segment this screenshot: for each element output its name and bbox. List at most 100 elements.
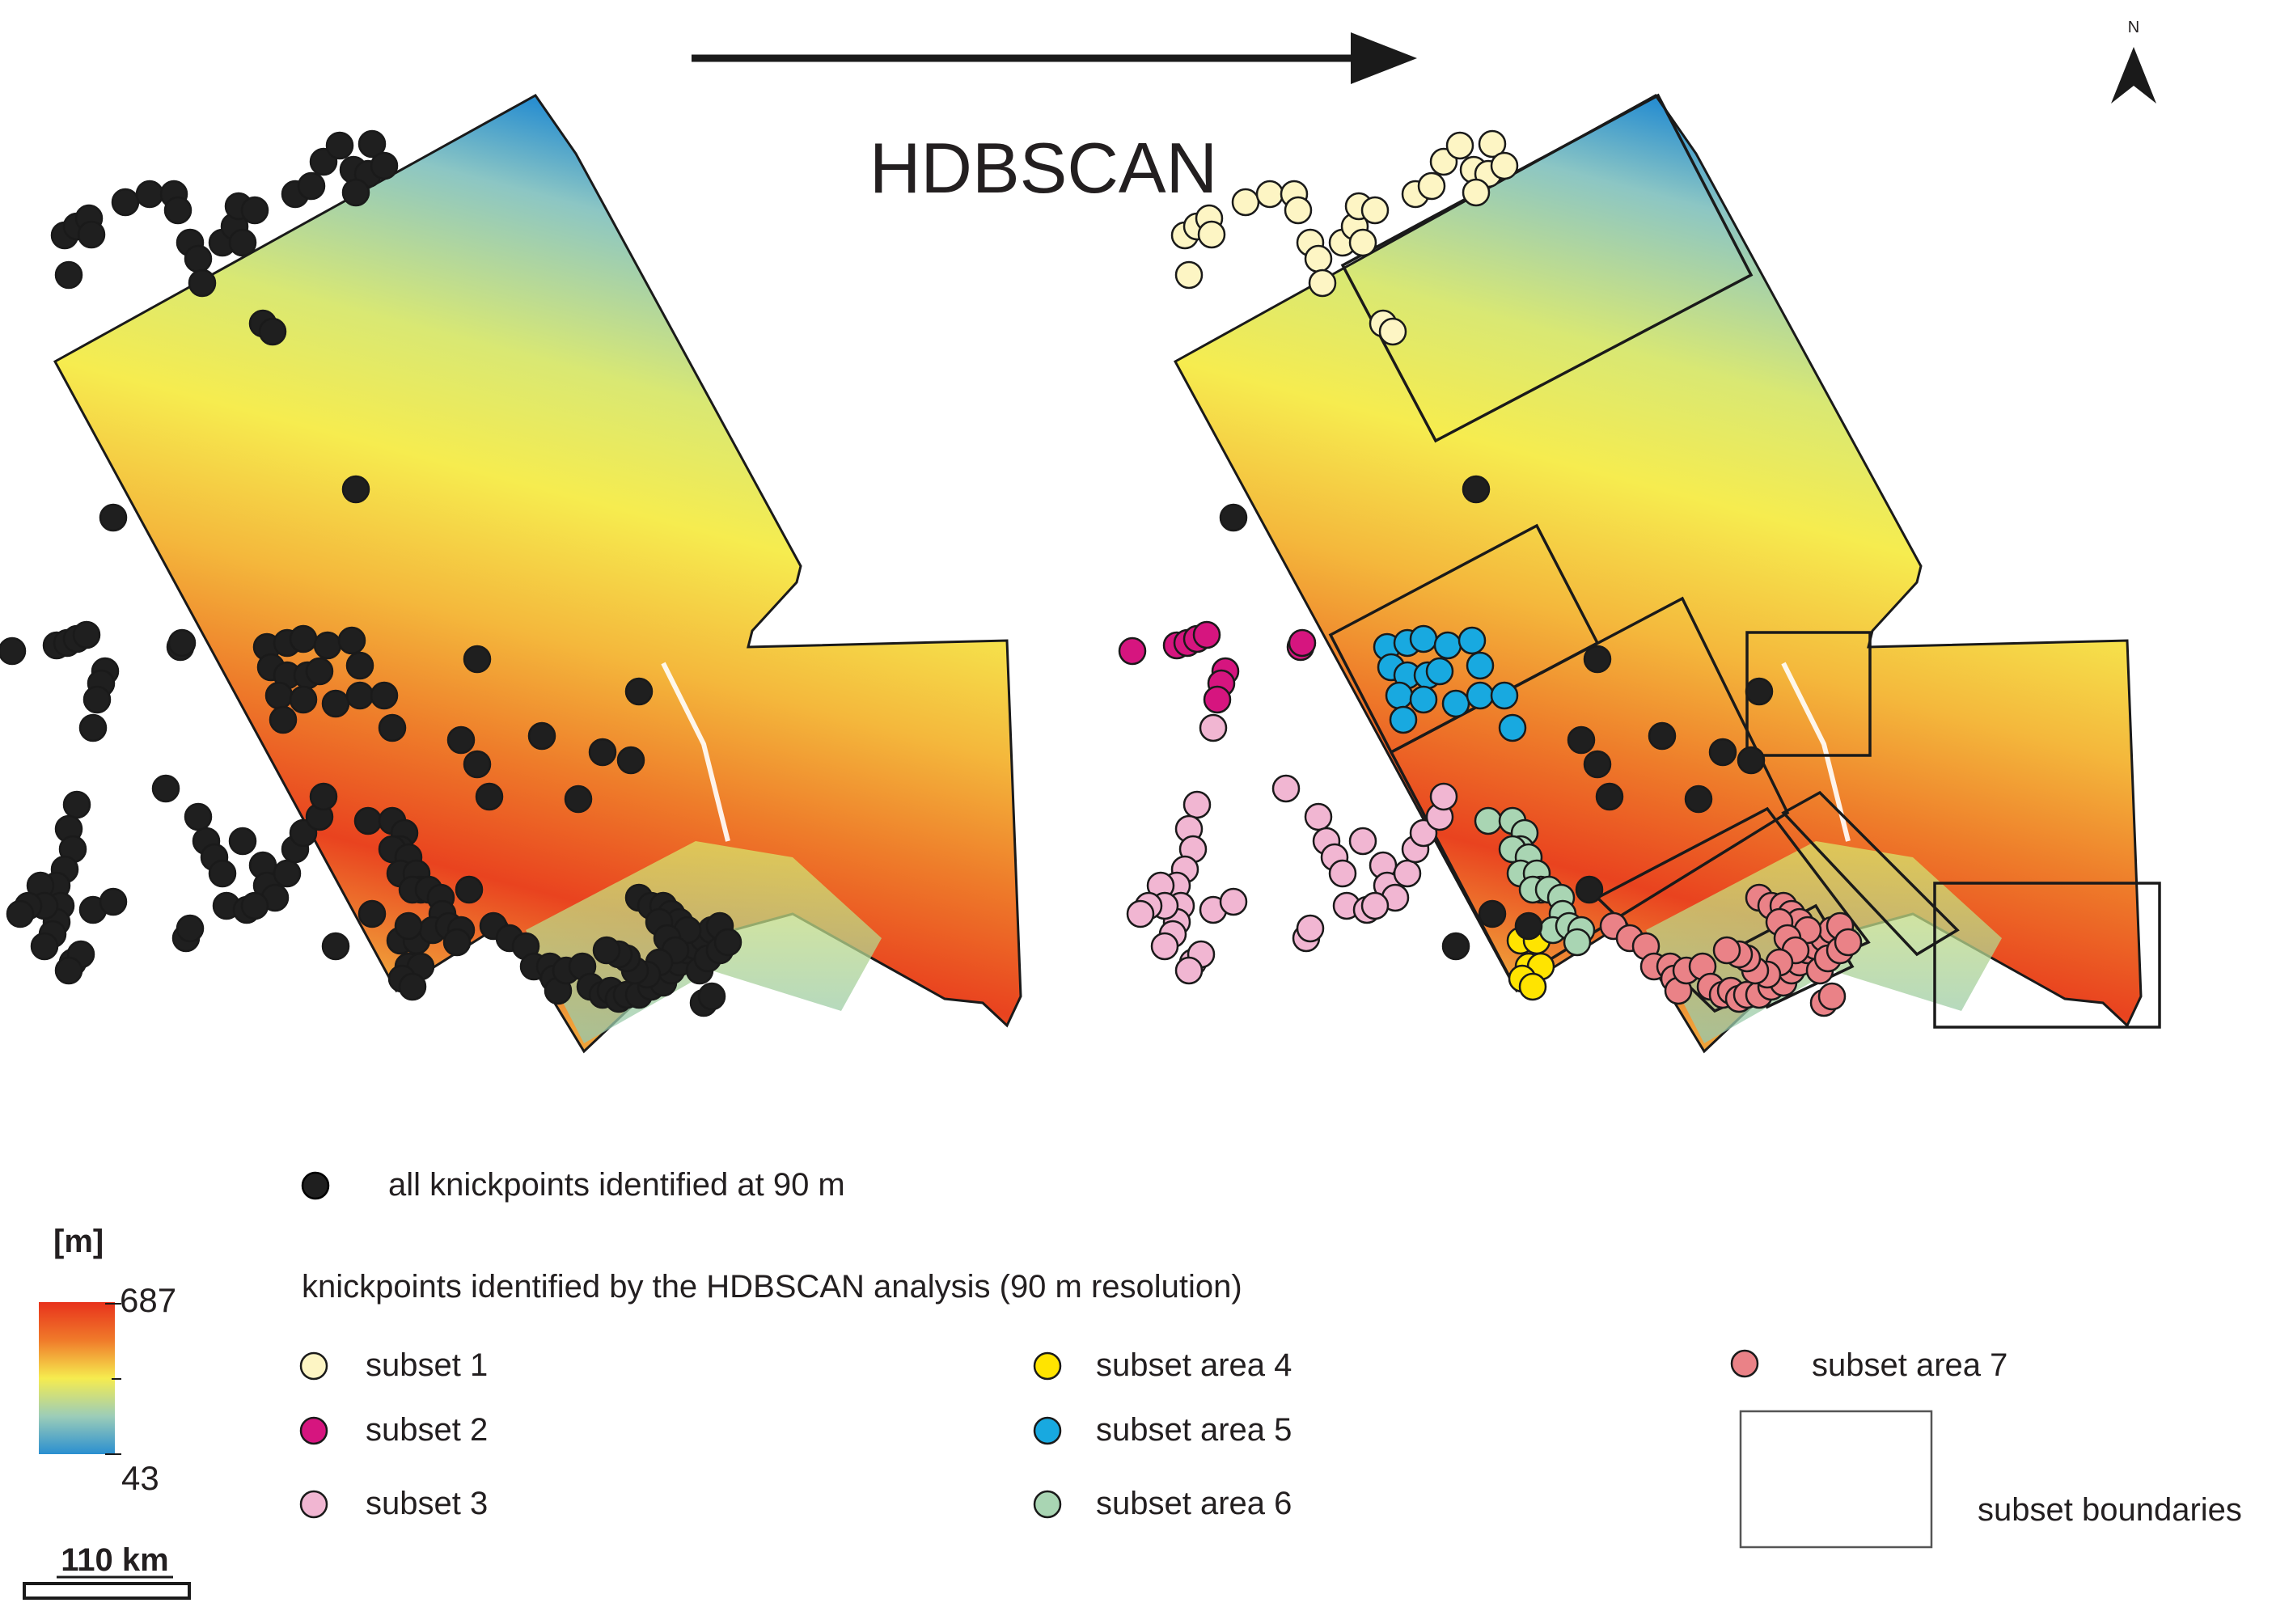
knickpoint-all — [188, 269, 217, 298]
river-right — [1781, 662, 1851, 842]
knickpoint-subset-2 — [1192, 620, 1221, 649]
knickpoint-all — [30, 932, 59, 961]
knickpoint-subset-3 — [1328, 859, 1357, 888]
knickpoint-all — [446, 725, 476, 755]
knickpoint-unclustered — [1684, 785, 1713, 814]
knickpoint-subset-3 — [1348, 827, 1377, 856]
knickpoint-all — [297, 171, 326, 201]
knickpoint-all — [289, 624, 318, 653]
knickpoint-subset-3 — [1271, 774, 1301, 803]
knickpoint-subset-2 — [1203, 685, 1232, 714]
knickpoint-all — [176, 914, 205, 943]
knickpoint-all — [564, 785, 593, 814]
knickpoint-all — [398, 972, 427, 1001]
knickpoint-all — [353, 806, 383, 835]
knickpoint-all — [616, 746, 645, 775]
knickpoint-all — [111, 188, 140, 217]
scale-bar-label: 110 km — [61, 1542, 168, 1578]
knickpoint-all — [240, 196, 269, 225]
knickpoint-subset-1 — [1255, 180, 1284, 209]
symbol-legend: all knickpoints identified at 90 m knick… — [299, 1167, 2242, 1549]
knickpoint-all — [228, 827, 257, 856]
knickpoint-all — [588, 738, 617, 767]
knickpoint-unclustered — [1462, 475, 1491, 504]
legend-label-subset-7: subset area 7 — [1812, 1347, 2007, 1383]
river-left — [661, 662, 730, 842]
knickpoint-all — [309, 782, 338, 811]
knickpoint-subset-1 — [1462, 178, 1491, 207]
knickpoint-subset-5 — [1441, 689, 1470, 718]
knickpoint-subset-1 — [1360, 196, 1390, 225]
knickpoint-subset-1 — [1478, 129, 1507, 159]
boundary-subset-1 — [1340, 93, 1754, 443]
study-area-left — [53, 94, 1022, 1054]
knickpoint-subset-1 — [1231, 188, 1260, 217]
legend-label-all-knickpoints: all knickpoints identified at 90 m — [388, 1167, 845, 1203]
knickpoint-all — [269, 705, 298, 734]
knickpoint-unclustered — [1745, 677, 1774, 706]
knickpoint-all — [475, 782, 504, 811]
legend-label-subset-1: subset 1 — [366, 1347, 488, 1383]
legend-swatch-subset-4 — [1033, 1351, 1062, 1381]
boundary-subset-7 — [1933, 882, 2161, 1029]
knickpoint-subset-1 — [1308, 269, 1337, 298]
knickpoint-all — [167, 628, 197, 658]
knickpoint-subset-5 — [1490, 681, 1519, 710]
knickpoint-subset-1 — [1174, 260, 1204, 290]
knickpoint-unclustered — [1583, 750, 1612, 779]
knickpoint-all — [72, 620, 101, 649]
knickpoint-all — [463, 750, 492, 779]
knickpoint-subset-5 — [1498, 713, 1527, 742]
hdbscan-arrow — [692, 32, 1417, 84]
knickpoint-all — [345, 651, 374, 680]
elevation-unit: [m] — [53, 1224, 104, 1259]
arrow-head — [1351, 32, 1417, 84]
left-elevation-map — [0, 94, 1022, 1054]
right-elevation-map — [1118, 93, 2161, 1054]
knickpoint-subset-5 — [1466, 681, 1495, 710]
knickpoint-unclustered — [1708, 738, 1737, 767]
legend-swatch-subset-6 — [1033, 1490, 1062, 1519]
north-arrow-right-half — [2134, 47, 2156, 104]
knickpoint-subset-5 — [1409, 624, 1438, 653]
knickpoint-subset-5 — [1457, 626, 1487, 655]
knickpoint-all — [345, 681, 374, 710]
knickpoint-all — [54, 260, 83, 290]
knickpoint-subset-1 — [1445, 131, 1474, 160]
knickpoint-unclustered — [1514, 911, 1543, 941]
knickpoint-subset-3 — [1174, 956, 1204, 985]
knickpoint-all — [77, 220, 106, 249]
knickpoint-subset-3 — [1199, 713, 1228, 742]
knickpoint-subset-3 — [1182, 790, 1212, 819]
knickpoint-subset-5 — [1425, 657, 1454, 686]
knickpoint-unclustered — [1583, 645, 1612, 674]
knickpoint-all — [305, 657, 334, 686]
knickpoint-all — [313, 631, 342, 660]
legend-heading-hdbscan: knickpoints identified by the HDBSCAN an… — [302, 1269, 1242, 1305]
knickpoint-unclustered — [1567, 725, 1596, 755]
knickpoint-all — [184, 244, 213, 273]
knickpoint-all — [99, 503, 128, 532]
title: HDBSCAN — [869, 128, 1217, 208]
knickpoint-subset-3 — [1150, 932, 1179, 961]
knickpoint-all — [394, 911, 423, 941]
knickpoint-subset-3 — [1126, 899, 1155, 928]
knickpoint-all — [370, 151, 399, 180]
legend-swatch-subset-2 — [299, 1416, 328, 1445]
legend-swatch-subset-3 — [299, 1490, 328, 1519]
knickpoint-subset-5 — [1433, 631, 1462, 660]
knickpoint-all — [341, 475, 370, 504]
knickpoint-unclustered — [1737, 746, 1766, 775]
knickpoint-all — [135, 180, 164, 209]
knickpoint-all — [713, 928, 742, 957]
legend-swatch-subset-1 — [299, 1351, 328, 1381]
knickpoint-all — [99, 887, 128, 916]
knickpoint-all — [6, 899, 35, 928]
knickpoint-unclustered — [1595, 782, 1624, 811]
knickpoint-all — [624, 677, 654, 706]
knickpoint-subset-1 — [1378, 317, 1407, 346]
knickpoint-unclustered — [1219, 503, 1248, 532]
knickpoint-subset-1 — [1304, 244, 1333, 273]
knickpoint-subset-3 — [1360, 891, 1390, 920]
